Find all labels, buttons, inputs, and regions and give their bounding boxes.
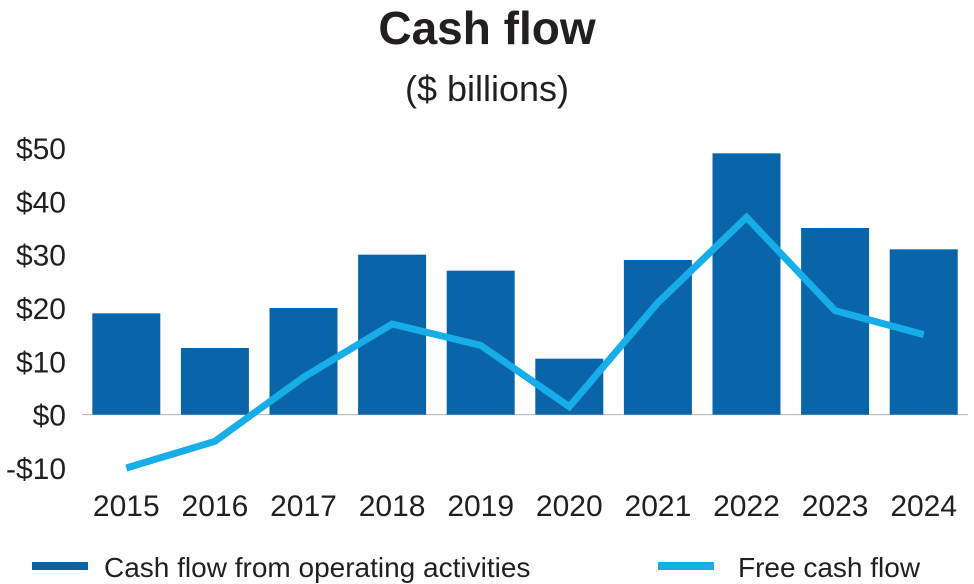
y-tick-label: $0 <box>33 400 66 433</box>
y-tick-label: $40 <box>16 186 66 219</box>
bar-2016 <box>180 348 249 415</box>
x-tick-label: 2017 <box>270 490 337 523</box>
y-tick-label: $30 <box>16 240 66 273</box>
x-tick-label: 2019 <box>447 490 514 523</box>
bar-2015 <box>92 313 161 415</box>
x-tick-label: 2018 <box>359 490 426 523</box>
bar-2022 <box>712 153 781 415</box>
x-axis-tick-labels: 2015 2016 2017 2018 2019 2020 2021 2022 2023 2024 <box>93 490 957 523</box>
x-tick-label: 2021 <box>625 490 692 523</box>
bar-2023 <box>801 228 870 415</box>
x-tick-label: 2015 <box>93 490 160 523</box>
y-tick-label: $20 <box>16 293 66 326</box>
x-tick-label: 2020 <box>536 490 603 523</box>
y-tick-label: -$10 <box>6 453 66 486</box>
y-axis-tick-labels: -$10 $0 $10 $20 $30 $40 $50 <box>6 133 66 486</box>
x-tick-label: 2024 <box>890 490 957 523</box>
x-tick-label: 2022 <box>713 490 780 523</box>
free-cash-flow-line <box>125 212 925 472</box>
legend-free-cash-flow-swatch <box>658 562 714 570</box>
x-tick-label: 2016 <box>182 490 249 523</box>
bar-2021 <box>623 260 692 415</box>
x-tick-label: 2023 <box>802 490 869 523</box>
chart-subtitle: ($ billions) <box>405 68 569 109</box>
chart-title: Cash flow <box>378 2 595 54</box>
legend-operating-swatch <box>32 562 88 570</box>
y-tick-label: $50 <box>16 133 66 166</box>
y-tick-label: $10 <box>16 346 66 379</box>
legend-free-cash-flow-label: Free cash flow <box>738 552 921 583</box>
legend: Cash flow from operating activities Free… <box>32 552 921 583</box>
legend-operating-label: Cash flow from operating activities <box>104 552 530 583</box>
